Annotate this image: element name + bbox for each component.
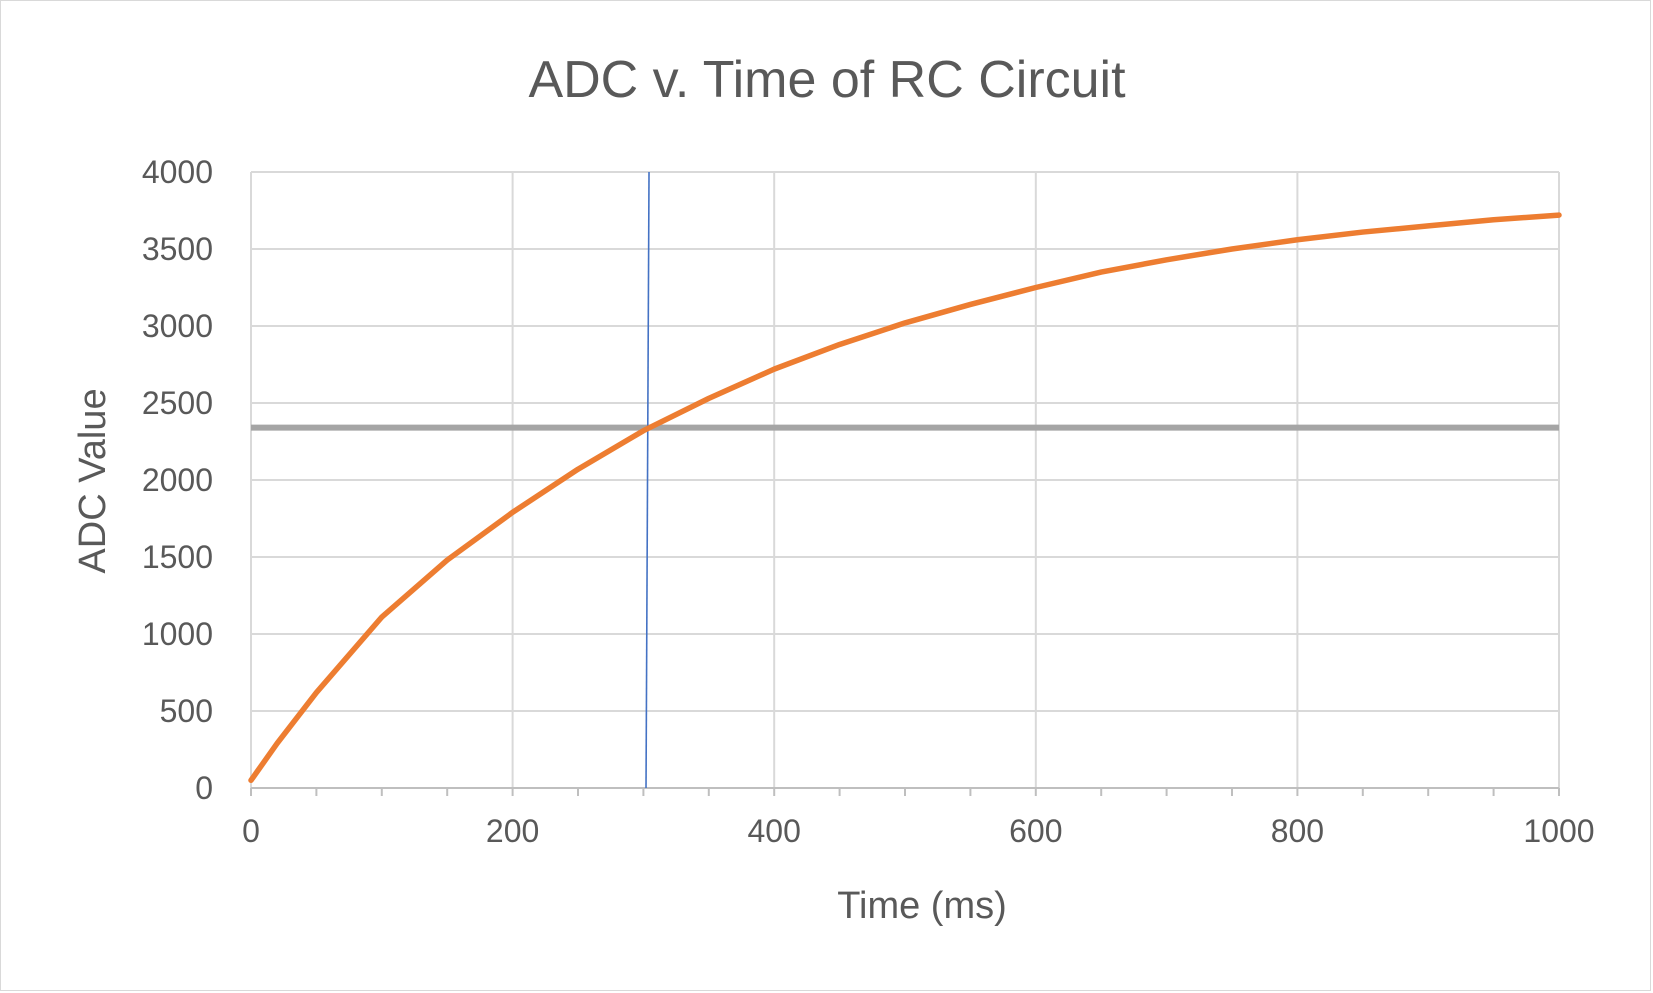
x-tick-label: 800 bbox=[1271, 813, 1324, 849]
chart-title: ADC v. Time of RC Circuit bbox=[528, 51, 1126, 109]
reference-lines bbox=[251, 171, 1559, 789]
x-tick-label: 600 bbox=[1009, 813, 1062, 849]
y-tick-label: 1000 bbox=[142, 616, 213, 652]
tick-labels: 0 500 1000 1500 2000 2500 3000 3500 4000 0 200 400 6… bbox=[142, 154, 1595, 849]
x-tick-label: 400 bbox=[748, 813, 801, 849]
y-tick-label: 2000 bbox=[142, 462, 213, 498]
y-tick-label: 3500 bbox=[142, 231, 213, 267]
x-axis-title: Time (ms) bbox=[837, 885, 1007, 927]
x-tick-label: 200 bbox=[486, 813, 539, 849]
y-tick-label: 3000 bbox=[142, 308, 213, 344]
y-axis-title: ADC Value bbox=[72, 388, 114, 573]
gridlines bbox=[250, 171, 1560, 789]
y-tick-label: 500 bbox=[160, 693, 213, 729]
series-layer bbox=[248, 212, 1562, 784]
y-tick-label: 1500 bbox=[142, 539, 213, 575]
y-tick-label: 4000 bbox=[142, 154, 213, 190]
y-tick-label: 2500 bbox=[142, 385, 213, 421]
x-tick-label: 0 bbox=[242, 813, 260, 849]
x-tick-label: 1000 bbox=[1523, 813, 1594, 849]
x-axis bbox=[250, 787, 1560, 796]
vertical-reference-line bbox=[645, 171, 650, 789]
series-line bbox=[248, 212, 1562, 784]
y-tick-label: 0 bbox=[195, 770, 213, 806]
